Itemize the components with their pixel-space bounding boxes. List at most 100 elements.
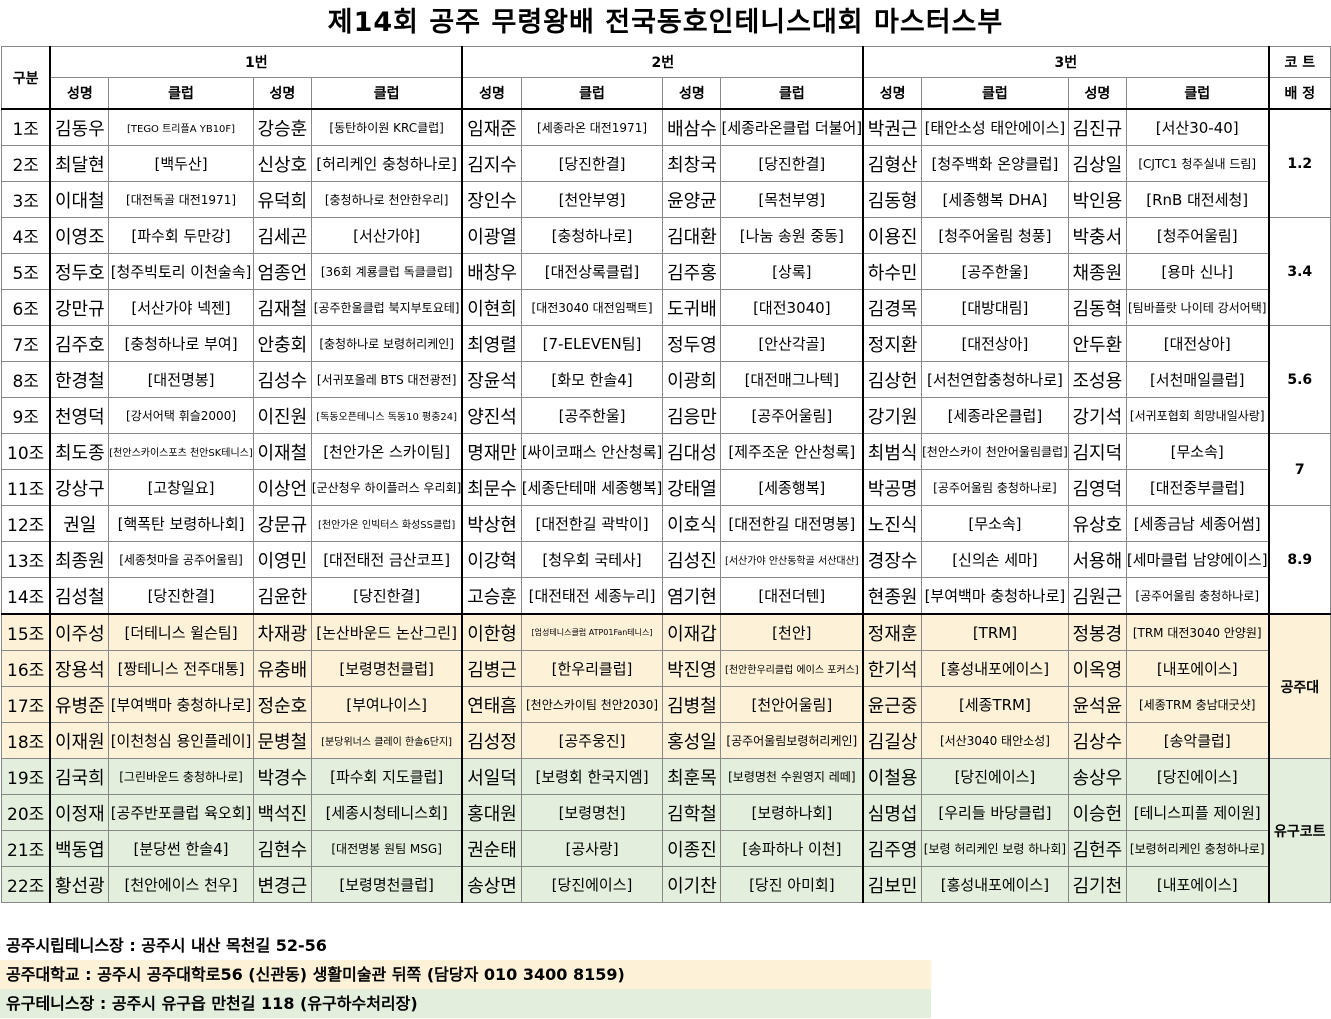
player-club: [그린바운드 충청하나로] <box>108 758 254 795</box>
group-label: 12조 <box>1 505 51 542</box>
player-club: [팀바플랏 나이테 강서어택] <box>1125 289 1270 326</box>
table-row: 17조 유병준 [부여백마 충청하나로] 정순호 [부여나이스] 연태흠 [천안스카이팀 천… <box>1 686 1331 723</box>
player-club: [충청하나로 보령허리케인] <box>310 325 463 362</box>
player-club: [세종시청테니스회] <box>310 794 463 831</box>
player-name: 김성수 <box>252 361 312 398</box>
player-name: 윤근중 <box>862 686 923 723</box>
player-name: 변경근 <box>252 866 312 903</box>
player-club: [공주어울림 충청하나로] <box>921 469 1069 506</box>
group-label: 10조 <box>1 433 51 470</box>
player-name: 박권근 <box>862 108 923 146</box>
player-club: [당진에이스] <box>520 866 664 903</box>
player-name: 이영민 <box>252 541 312 578</box>
player-name: 서용해 <box>1067 541 1127 578</box>
table-row: 4조 이영조 [파수회 두만강] 김세곤 [서산가야] 이광열 [충청하나로] 김대환 [나눔 … <box>1 217 1331 326</box>
player-club: [대전명봉 원팀 MSG] <box>310 830 463 867</box>
player-name: 김길상 <box>862 722 923 759</box>
player-club: [대전중부클럽] <box>1125 469 1270 506</box>
table-row: 22조 황선광 [천안에이스 천우] 변경근 [보령명천클럽] 송상면 [당진에이스] 이기찬… <box>1 866 1331 903</box>
player-club: [독동오픈테니스 독동10 평충24] <box>310 397 463 434</box>
player-club: [고창일요] <box>108 469 254 506</box>
court-assignment: 유구코트 <box>1268 758 1331 903</box>
player-club: [보령하나회] <box>720 794 864 831</box>
player-club: [세종금남 세종어썸] <box>1125 505 1270 542</box>
bracket-table: 구분 1번 2번 3번 코 트 성명 클럽 성명 클럽 성명 클럽 성명 클럽 … <box>1 46 1331 903</box>
player-club: [서산가야 안산동학골 서산대산] <box>720 541 864 578</box>
player-club: [파수회 지도클럽] <box>310 758 463 795</box>
header-gubun: 구분 <box>1 46 51 110</box>
player-name: 유충배 <box>252 650 312 687</box>
player-name: 임재준 <box>461 108 522 146</box>
player-name: 권순태 <box>461 830 522 867</box>
player-name: 홍성일 <box>662 722 722 759</box>
player-club: [천안한우리클럽 에이스 포커스] <box>720 650 864 687</box>
player-name: 윤석윤 <box>1067 686 1127 723</box>
player-club: [세종TRM] <box>921 686 1069 723</box>
player-club: [제주조운 안산청록] <box>720 433 864 470</box>
player-club: [송악클럽] <box>1125 722 1270 759</box>
player-name: 명재만 <box>461 433 522 470</box>
player-name: 이강혁 <box>461 541 522 578</box>
player-name: 이광열 <box>461 217 522 254</box>
player-name: 김성진 <box>662 541 722 578</box>
player-club: [세종라온클럽 더불어] <box>720 108 864 146</box>
player-club: [천안에이스 천우] <box>108 866 254 903</box>
player-name: 이현희 <box>461 289 522 326</box>
table-row: 2조 최달현 [백두산] 신상호 [허리케인 충청하나로] 김지수 [당진한결] 최창국 [당진… <box>1 145 1331 182</box>
header-name: 성명 <box>662 77 722 110</box>
player-club: [강서어택 휘슬2000] <box>108 397 254 434</box>
player-club: [대전상아] <box>1125 325 1270 362</box>
player-club: [테니스피플 제이원] <box>1125 794 1270 831</box>
player-club: [목천부영] <box>720 181 864 218</box>
player-name: 김지덕 <box>1067 433 1127 470</box>
player-club: [CJTC1 청주실내 드림] <box>1125 145 1270 182</box>
table-row: 21조 백동엽 [분당썬 한솔4] 김현수 [대전명봉 원팀 MSG] 권순태 [공사랑] 이… <box>1 830 1331 867</box>
player-club: [안산각골] <box>720 325 864 362</box>
player-name: 김대성 <box>662 433 722 470</box>
player-club: [천안스카이스포츠 천안SK테니스] <box>108 433 254 470</box>
player-name: 강문규 <box>252 505 312 542</box>
court-assignment: 8.9 <box>1268 505 1331 615</box>
player-name: 김동형 <box>862 181 923 218</box>
player-name: 이기찬 <box>662 866 722 903</box>
player-name: 유상호 <box>1067 505 1127 542</box>
player-club: [신의손 세마] <box>921 541 1069 578</box>
player-club: [대전태전 금산코프] <box>310 541 463 578</box>
player-name: 정두영 <box>662 325 722 362</box>
player-club: [공주어울림 충청하나로] <box>1125 577 1270 615</box>
group-label: 8조 <box>1 361 51 398</box>
player-club: [당진에이스] <box>921 758 1069 795</box>
player-club: [서귀포올레 BTS 대전광전] <box>310 361 463 398</box>
player-club: [천안가온 인빅터스 화성SS클럽] <box>310 505 463 542</box>
header-name: 성명 <box>862 77 923 110</box>
player-club: [당진한결] <box>520 145 664 182</box>
table-row: 7조 김주호 [충청하나로 부여] 안충회 [충청하나로 보령허리케인] 최영렬 [7-EL… <box>1 325 1331 434</box>
player-club: [청주어울림] <box>1125 217 1270 254</box>
table-row: 12조 권일 [핵폭탄 보령하나회] 강문규 [천안가온 인빅터스 화성SS클럽] 박상현… <box>1 505 1331 615</box>
table-row: 20조 이정재 [공주반포클럽 육오회] 백석진 [세종시청테니스회] 홍대원 [보령명천]… <box>1 794 1331 831</box>
player-club: [보령명천] <box>520 794 664 831</box>
table-row: 13조 최종원 [세종첫마을 공주어울림] 이영민 [대전태전 금산코프] 이강혁 [청우회… <box>1 541 1331 578</box>
player-club: [상록] <box>720 253 864 290</box>
player-name: 박공명 <box>862 469 923 506</box>
player-name: 박진영 <box>662 650 722 687</box>
player-club: [천안스카이팀 천안2030] <box>520 686 664 723</box>
player-name: 최영렬 <box>461 325 522 362</box>
player-club: [서산가야] <box>310 217 463 254</box>
player-name: 정재훈 <box>862 613 923 651</box>
player-name: 백석진 <box>252 794 312 831</box>
player-name: 김동우 <box>49 108 110 146</box>
player-club: [보령회 한국지엠] <box>520 758 664 795</box>
group-label: 4조 <box>1 217 51 254</box>
player-club: [세종단테매 세종행복] <box>520 469 664 506</box>
player-club: [공주한울] <box>921 253 1069 290</box>
player-club: [대전상록클럽] <box>520 253 664 290</box>
player-club: [군산청우 하이플러스 우리회] <box>310 469 463 506</box>
player-club: [대전명봉] <box>108 361 254 398</box>
player-club: [파수회 두만강] <box>108 217 254 254</box>
group-label: 5조 <box>1 253 51 290</box>
player-club: [공사랑] <box>520 830 664 867</box>
player-name: 이재갑 <box>662 613 722 651</box>
player-name: 노진식 <box>862 505 923 542</box>
player-name: 이영조 <box>49 217 110 254</box>
